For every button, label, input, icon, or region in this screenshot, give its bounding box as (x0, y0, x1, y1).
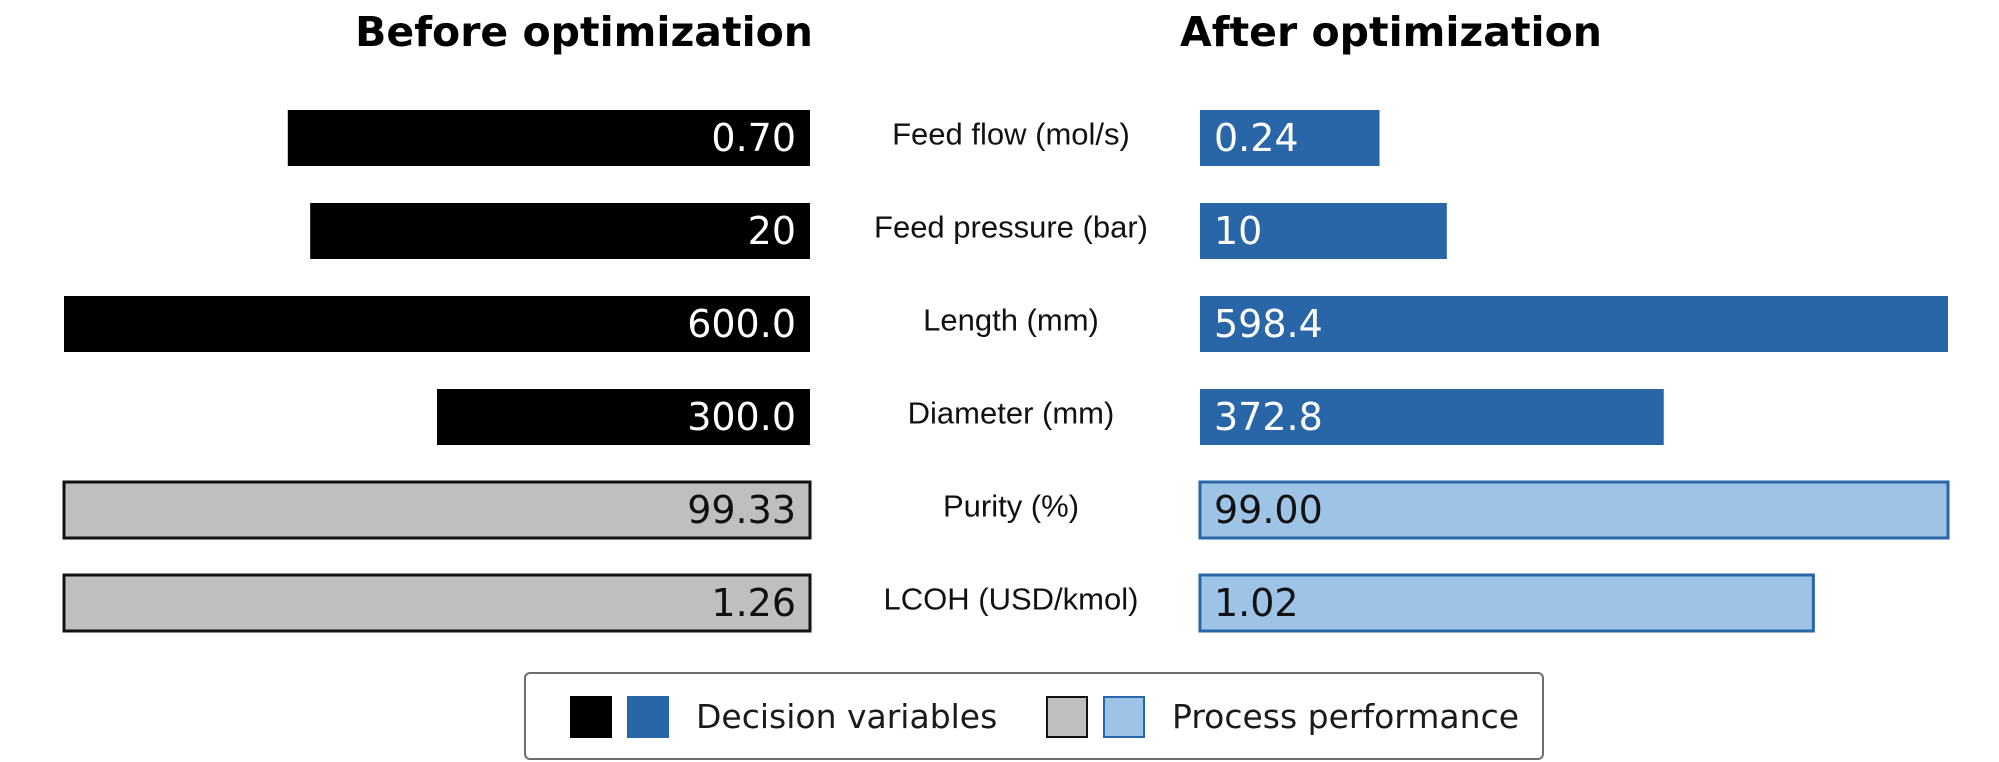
legend: Decision variables Process performance (524, 672, 1544, 760)
category-label-1: Feed pressure (bar) (874, 210, 1148, 245)
after-bar-4 (1198, 480, 1950, 540)
legend-swatch-performance-after (1103, 696, 1145, 738)
category-label-5: LCOH (USD/kmol) (884, 582, 1139, 617)
before-bar-0 (287, 110, 810, 166)
after-panel-title: After optimization (1180, 8, 1602, 56)
legend-label-performance: Process performance (1172, 697, 1520, 736)
after-bar-1 (1200, 203, 1447, 259)
before-value-label-5: 1.26 (711, 581, 796, 625)
before-value-label-0: 0.70 (711, 116, 796, 160)
before-value-label-2: 600.0 (687, 302, 796, 346)
category-label-0: Feed flow (mol/s) (892, 117, 1130, 152)
before-value-label-4: 99.33 (687, 488, 796, 532)
before-bar-3 (437, 389, 810, 445)
before-bar-4 (62, 480, 812, 540)
category-label-2: Length (mm) (923, 303, 1099, 338)
after-value-label-1: 10 (1214, 209, 1262, 253)
before-value-label-1: 20 (748, 209, 796, 253)
after-value-label-2: 598.4 (1214, 302, 1323, 346)
after-value-label-5: 1.02 (1214, 581, 1299, 625)
after-bar-3 (1200, 389, 1664, 445)
after-bar-2 (1200, 296, 1948, 352)
after-bar-5 (1198, 573, 1815, 633)
legend-label-decision: Decision variables (696, 697, 998, 736)
legend-swatch-decision-before (570, 696, 612, 738)
after-value-label-3: 372.8 (1214, 395, 1323, 439)
legend-swatch-performance-before (1046, 696, 1088, 738)
after-bar-0 (1200, 110, 1380, 166)
legend-swatch-decision-after (627, 696, 669, 738)
before-bar-2 (64, 296, 810, 352)
after-value-label-0: 0.24 (1214, 116, 1299, 160)
before-bar-5 (62, 573, 812, 633)
before-bar-1 (310, 203, 810, 259)
after-value-label-4: 99.00 (1214, 488, 1323, 532)
before-value-label-3: 300.0 (687, 395, 796, 439)
category-label-4: Purity (%) (943, 489, 1079, 524)
before-panel-title: Before optimization (355, 8, 813, 56)
category-label-3: Diameter (mm) (908, 396, 1115, 431)
